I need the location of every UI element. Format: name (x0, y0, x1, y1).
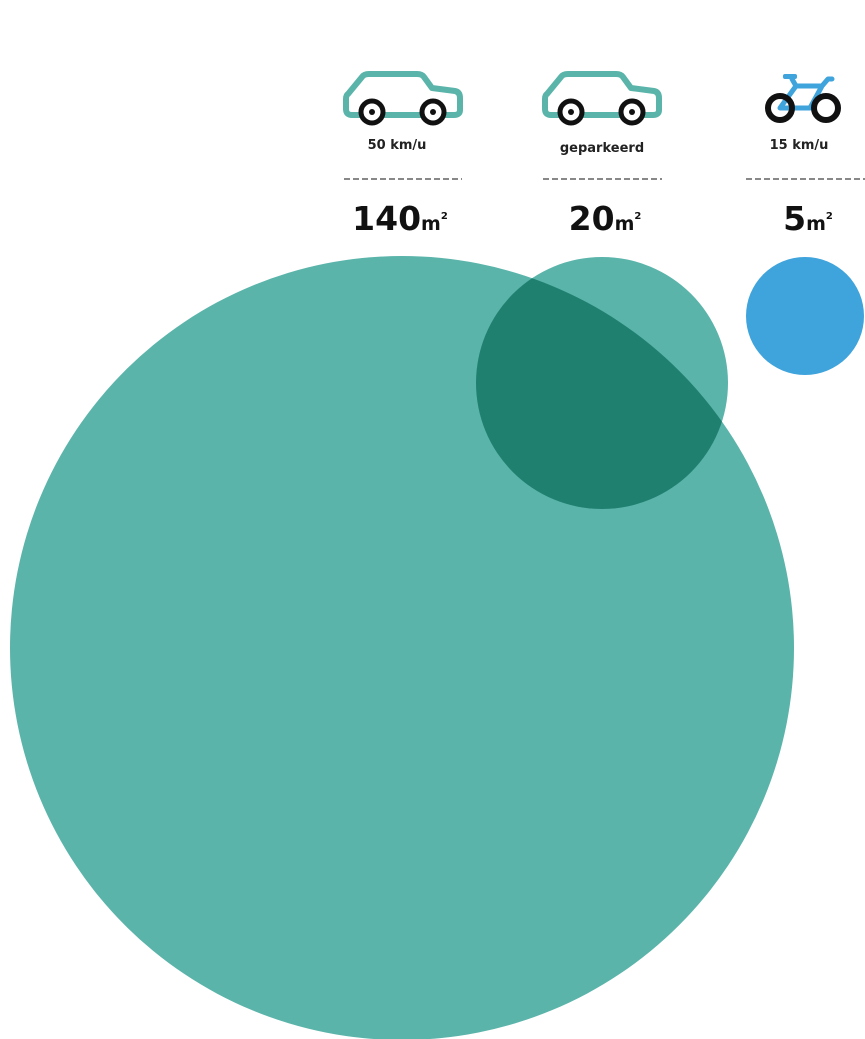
area-value-label: 5m2 (783, 199, 833, 238)
column-15-km-u: 15 km/u 5m2 (746, 74, 865, 238)
column-label: 15 km/u (770, 138, 829, 153)
bubble-15-km-u (746, 257, 864, 375)
bubbles (10, 256, 864, 1039)
column-label: 50 km/u (368, 138, 427, 153)
area-value-label: 140m2 (352, 199, 448, 238)
area-value-label: 20m2 (569, 199, 642, 238)
car-icon (542, 71, 662, 126)
column-label: geparkeerd (560, 141, 644, 156)
column-50-km-u: 50 km/u 140m2 (343, 71, 463, 238)
car-icon (343, 71, 463, 126)
column-geparkeerd: geparkeerd 20m2 (542, 71, 662, 238)
bicycle-icon (765, 74, 841, 123)
